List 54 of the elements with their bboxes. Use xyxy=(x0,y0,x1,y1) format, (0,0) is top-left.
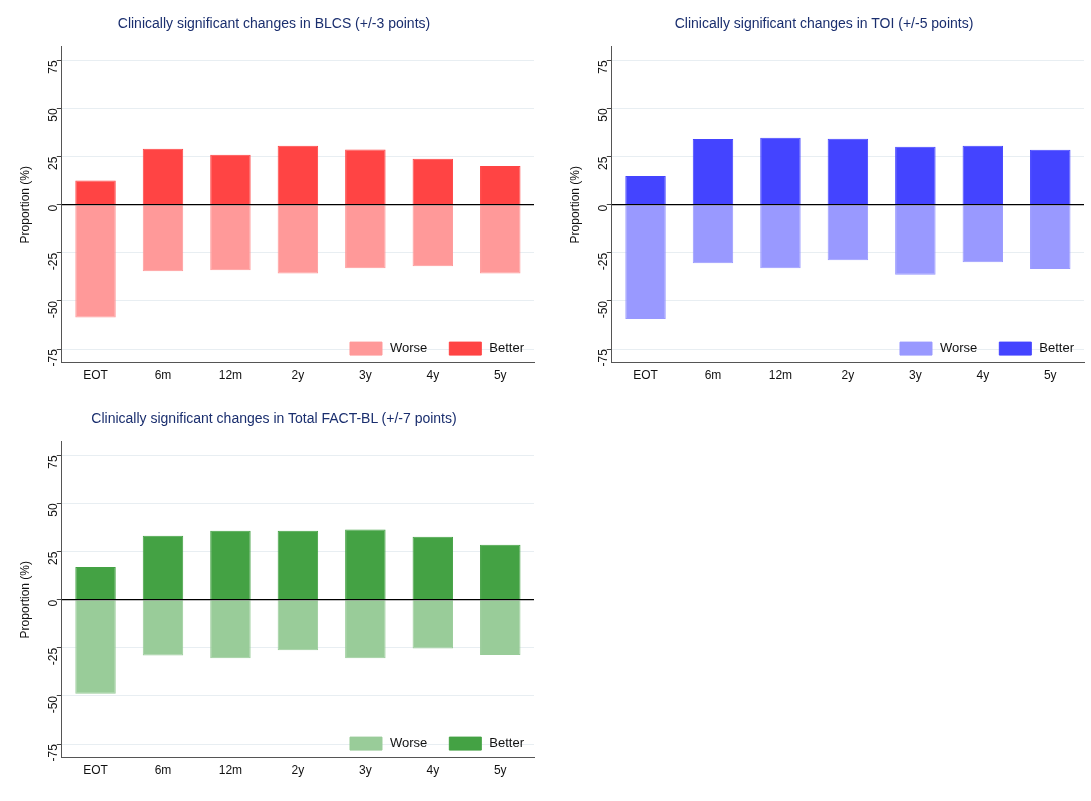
x-tick-label: 6m xyxy=(704,368,722,383)
y-axis-title: Proportion (%) xyxy=(17,561,32,639)
y-tick-label: 75 xyxy=(46,59,61,74)
y-tick-label: -25 xyxy=(46,647,61,666)
y-axis-title: Proportion (%) xyxy=(17,166,32,244)
x-tick-label: 3y xyxy=(359,763,372,778)
y-axis-title: Proportion (%) xyxy=(567,166,582,244)
x-tick-label: 6m xyxy=(154,368,172,383)
x-tick-label: 5y xyxy=(1043,368,1057,383)
y-tick-label: -75 xyxy=(46,348,61,367)
legend-label: Worse xyxy=(939,340,978,356)
x-tick-label: 5y xyxy=(493,368,507,383)
x-tick-label: 2y xyxy=(291,763,305,778)
x-tick-label: 4y xyxy=(426,368,440,383)
y-tick-label: 50 xyxy=(46,503,61,517)
x-tick-label: 2y xyxy=(291,368,305,383)
y-tick-label: -75 xyxy=(46,743,61,762)
x-tick-label: EOT xyxy=(633,368,659,383)
x-tick-label: 6m xyxy=(154,763,172,778)
x-tick-label: 4y xyxy=(426,763,440,778)
y-tick-label: 0 xyxy=(596,204,611,212)
chart-title: Clinically significant changes in TOI (+/-5 points) xyxy=(674,15,974,32)
y-tick-label: 50 xyxy=(46,108,61,122)
x-tick-label: EOT xyxy=(83,368,109,383)
legend-label: Worse xyxy=(389,735,428,751)
y-tick-label: -50 xyxy=(46,300,61,319)
x-tick-label: 5y xyxy=(493,763,507,778)
legend-label: Better xyxy=(489,340,525,356)
y-tick-label: 0 xyxy=(46,599,61,607)
y-tick-label: -75 xyxy=(596,348,611,367)
y-tick-label: -50 xyxy=(46,695,61,714)
y-tick-label: 75 xyxy=(46,454,61,469)
x-tick-label: 12m xyxy=(218,368,243,383)
y-tick-label: -25 xyxy=(596,252,611,271)
x-tick-label: 12m xyxy=(218,763,243,778)
chart-title: Clinically significant changes in Total FACT-BL (+/-7 points) xyxy=(91,410,457,427)
legend-label: Better xyxy=(1039,340,1075,356)
x-tick-label: 4y xyxy=(976,368,990,383)
y-tick-label: 25 xyxy=(46,156,61,170)
y-tick-label: -50 xyxy=(596,300,611,319)
y-tick-label: 25 xyxy=(46,551,61,565)
x-tick-label: 3y xyxy=(909,368,922,383)
x-tick-label: 3y xyxy=(359,368,372,383)
chart-title: Clinically significant changes in BLCS (+/-3 points) xyxy=(117,15,431,32)
legend-label: Better xyxy=(489,735,525,751)
x-tick-label: 2y xyxy=(841,368,855,383)
y-tick-label: 25 xyxy=(596,156,611,170)
x-tick-label: 12m xyxy=(768,368,793,383)
y-tick-label: -25 xyxy=(46,252,61,271)
y-tick-label: 75 xyxy=(596,59,611,74)
y-tick-label: 0 xyxy=(46,204,61,212)
legend-label: Worse xyxy=(389,340,428,356)
y-tick-label: 50 xyxy=(596,108,611,122)
x-tick-label: EOT xyxy=(83,763,109,778)
